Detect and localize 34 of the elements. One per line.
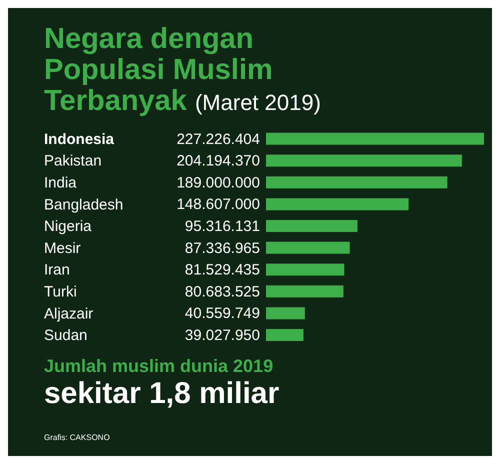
y-tick-label: Mesir: [44, 240, 81, 257]
data-label: 204.194.370: [176, 152, 260, 170]
bar: [266, 285, 344, 298]
bar: [266, 132, 484, 145]
text: sekitar 1,8 miliar: [44, 377, 280, 411]
y-tick-label: Pakistan: [44, 152, 102, 170]
bar: [266, 176, 448, 188]
y-tick-label: India: [44, 174, 78, 192]
data-label: 87.336.965: [184, 240, 260, 257]
y-tick-label: Sudan: [44, 327, 88, 344]
bar: [266, 198, 409, 210]
bar: [266, 242, 350, 254]
data-label: 39.027.950: [184, 326, 260, 344]
y-tick-label: Indonesia: [44, 130, 115, 148]
y-tick-label: Nigeria: [44, 218, 92, 236]
bar: [266, 154, 462, 167]
y-tick-label: Iran: [44, 262, 70, 279]
data-label: 80.683.525: [184, 283, 260, 300]
text: Jumlah muslim dunia 2019: [44, 356, 274, 377]
data-label: 95.316.131: [184, 218, 260, 235]
data-label: 227.226.404: [176, 130, 260, 148]
data-label: 189.000.000: [176, 174, 260, 192]
y-tick-label: Bangladesh: [44, 196, 124, 214]
bar: [266, 264, 344, 276]
chart-subtitle: (Maret 2019): [194, 90, 321, 115]
data-label: 148.607.000: [176, 196, 260, 214]
bar: [266, 220, 358, 232]
text: Grafis: CAKSONO: [44, 433, 111, 442]
data-label: 81.529.435: [184, 262, 260, 279]
bar: [266, 307, 305, 320]
data-label: 40.559.749: [184, 305, 260, 322]
y-tick-label: Turki: [44, 284, 77, 300]
bar: [266, 328, 304, 341]
y-tick-label: Aljazair: [44, 305, 94, 322]
